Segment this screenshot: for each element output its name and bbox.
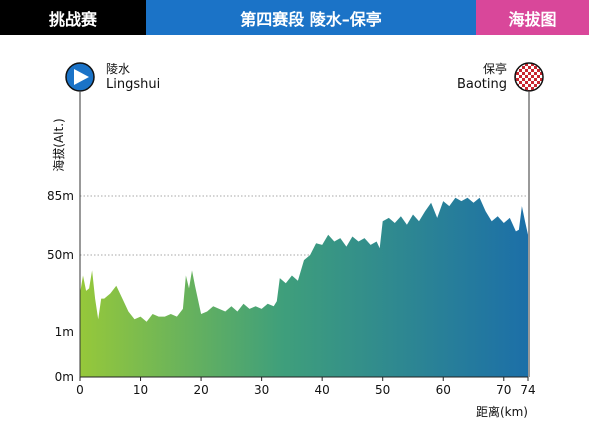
finish-city-en: Baoting xyxy=(456,77,507,92)
x-tick-label: 10 xyxy=(133,383,148,397)
stage-header-bar: 挑战赛 第四赛段 陵水–保亭 海拔图 xyxy=(0,0,589,35)
category-label: 挑战赛 xyxy=(0,0,146,35)
stage-title: 第四赛段 陵水–保亭 xyxy=(146,0,476,35)
x-tick-label: 74 xyxy=(520,383,535,397)
elevation-area xyxy=(80,197,528,377)
x-tick-label: 30 xyxy=(254,383,269,397)
start-city: 陵水 Lingshui xyxy=(106,61,160,93)
start-city-zh: 陵水 xyxy=(106,62,131,76)
x-tick-label: 0 xyxy=(76,383,84,397)
checkered-flag-icon xyxy=(514,62,544,92)
x-axis-label: 距离(km) xyxy=(476,404,528,419)
x-tick-label: 50 xyxy=(375,383,390,397)
start-city-en: Lingshui xyxy=(106,77,161,92)
y-tick-label: 50m xyxy=(47,248,74,262)
y-tick-label: 1m xyxy=(55,325,74,339)
axes-layer: 0 10 20 30 40 50 60 70 74 xyxy=(76,376,536,397)
finish-city: 保亭 Baoting xyxy=(457,61,507,93)
y-axis-label: 海拔(Alt.) xyxy=(51,118,66,171)
finish-city-zh: 保亭 xyxy=(482,62,507,76)
x-tick-label: 60 xyxy=(436,383,451,397)
profile-type-label: 海拔图 xyxy=(476,0,589,35)
x-tick-label: 70 xyxy=(496,383,511,397)
play-icon xyxy=(65,62,95,92)
x-tick-label: 40 xyxy=(315,383,330,397)
x-tick-label: 20 xyxy=(193,383,208,397)
y-tick-label: 85m xyxy=(47,189,74,203)
y-tick-label: 0m xyxy=(55,370,74,384)
